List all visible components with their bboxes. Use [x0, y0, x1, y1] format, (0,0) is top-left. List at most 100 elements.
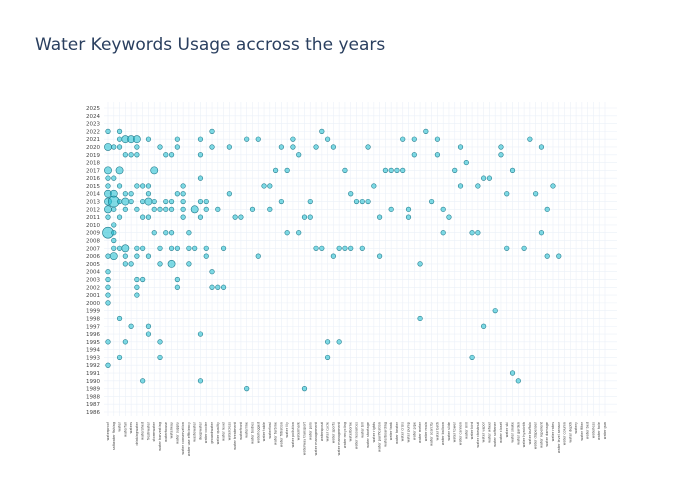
bubble-point[interactable]: [313, 245, 319, 251]
bubble-point[interactable]: [197, 214, 204, 220]
bubble-point[interactable]: [151, 198, 157, 205]
bubble-point[interactable]: [533, 191, 539, 197]
bubble-point[interactable]: [278, 144, 284, 150]
bubble-point[interactable]: [400, 167, 406, 173]
bubble-point[interactable]: [115, 166, 124, 175]
bubble-point[interactable]: [203, 198, 209, 205]
bubble-point[interactable]: [122, 206, 128, 212]
bubble-point[interactable]: [284, 230, 290, 236]
bubble-point[interactable]: [186, 245, 192, 251]
bubble-point[interactable]: [174, 284, 180, 290]
bubble-point[interactable]: [167, 259, 176, 268]
bubble-point[interactable]: [446, 214, 452, 220]
bubble-point[interactable]: [405, 206, 412, 212]
bubble-point[interactable]: [330, 144, 336, 150]
bubble-point[interactable]: [342, 167, 348, 173]
bubble-point[interactable]: [104, 205, 112, 214]
bubble-point[interactable]: [140, 276, 146, 283]
bubble-point[interactable]: [116, 245, 123, 251]
bubble-point[interactable]: [157, 144, 163, 150]
bubble-point[interactable]: [144, 197, 153, 206]
bubble-point[interactable]: [290, 136, 296, 142]
bubble-point[interactable]: [105, 183, 111, 189]
bubble-point[interactable]: [348, 245, 354, 251]
bubble-point[interactable]: [145, 183, 152, 189]
bubble-point[interactable]: [457, 183, 464, 189]
bubble-point[interactable]: [168, 152, 175, 158]
bubble-point[interactable]: [111, 222, 117, 228]
bubble-point[interactable]: [521, 245, 527, 251]
bubble-point[interactable]: [140, 198, 146, 205]
bubble-point[interactable]: [157, 339, 163, 345]
bubble-point[interactable]: [469, 354, 475, 361]
bubble-point[interactable]: [359, 198, 365, 205]
bubble-point[interactable]: [168, 245, 175, 251]
bubble-point[interactable]: [296, 230, 302, 236]
bubble-point[interactable]: [128, 191, 134, 197]
bubble-point[interactable]: [128, 198, 134, 205]
bubble-point[interactable]: [325, 339, 331, 345]
bubble-point[interactable]: [267, 183, 273, 189]
bubble-point[interactable]: [377, 214, 383, 220]
bubble-point[interactable]: [469, 230, 475, 236]
bubble-point[interactable]: [174, 144, 180, 150]
bubble-point[interactable]: [197, 152, 204, 158]
bubble-point[interactable]: [504, 245, 510, 251]
bubble-point[interactable]: [121, 197, 130, 206]
bubble-point[interactable]: [417, 261, 423, 267]
bubble-point[interactable]: [111, 144, 117, 150]
bubble-point[interactable]: [203, 245, 209, 251]
bubble-point[interactable]: [244, 386, 250, 392]
bubble-point[interactable]: [348, 191, 354, 197]
bubble-point[interactable]: [134, 183, 140, 189]
bubble-point[interactable]: [105, 300, 111, 306]
bubble-point[interactable]: [134, 276, 140, 283]
bubble-point[interactable]: [150, 166, 159, 175]
bubble-point[interactable]: [157, 261, 163, 267]
bubble-point[interactable]: [111, 245, 117, 251]
bubble-point[interactable]: [319, 128, 325, 134]
bubble-point[interactable]: [313, 144, 319, 150]
bubble-point[interactable]: [486, 175, 493, 181]
bubble-point[interactable]: [209, 128, 215, 134]
bubble-point[interactable]: [550, 183, 556, 189]
bubble-point[interactable]: [515, 378, 521, 384]
bubble-point[interactable]: [105, 269, 111, 275]
bubble-point[interactable]: [105, 214, 111, 220]
bubble-point[interactable]: [220, 284, 227, 290]
bubble-point[interactable]: [111, 175, 117, 181]
bubble-point[interactable]: [405, 214, 412, 220]
bubble-point[interactable]: [509, 167, 516, 173]
bubble-point[interactable]: [336, 245, 342, 251]
bubble-point[interactable]: [122, 191, 128, 197]
bubble-point[interactable]: [140, 214, 146, 220]
bubble-point[interactable]: [475, 183, 481, 189]
bubble-point[interactable]: [180, 198, 186, 205]
bubble-point[interactable]: [544, 206, 550, 212]
bubble-point[interactable]: [151, 230, 157, 236]
bubble-point[interactable]: [174, 276, 180, 283]
bubble-point[interactable]: [325, 136, 331, 142]
bubble-point[interactable]: [203, 206, 209, 212]
bubble-point[interactable]: [128, 323, 134, 329]
bubble-point[interactable]: [307, 214, 313, 220]
bubble-point[interactable]: [134, 206, 140, 212]
bubble-point[interactable]: [122, 253, 128, 259]
bubble-point[interactable]: [209, 144, 215, 150]
bubble-point[interactable]: [388, 167, 394, 173]
bubble-point[interactable]: [452, 167, 458, 173]
bubble-point[interactable]: [336, 339, 342, 345]
bubble-point[interactable]: [134, 284, 140, 290]
bubble-point[interactable]: [145, 191, 152, 197]
bubble-point[interactable]: [134, 253, 140, 259]
bubble-point[interactable]: [186, 230, 192, 236]
bubble-point[interactable]: [197, 175, 204, 181]
bubble-point[interactable]: [394, 167, 400, 173]
bubble-point[interactable]: [180, 191, 186, 197]
bubble-point[interactable]: [423, 128, 429, 134]
bubble-point[interactable]: [105, 292, 111, 298]
bubble-point[interactable]: [238, 214, 244, 220]
bubble-point[interactable]: [388, 206, 394, 212]
bubble-point[interactable]: [492, 308, 498, 314]
bubble-point[interactable]: [290, 144, 296, 150]
